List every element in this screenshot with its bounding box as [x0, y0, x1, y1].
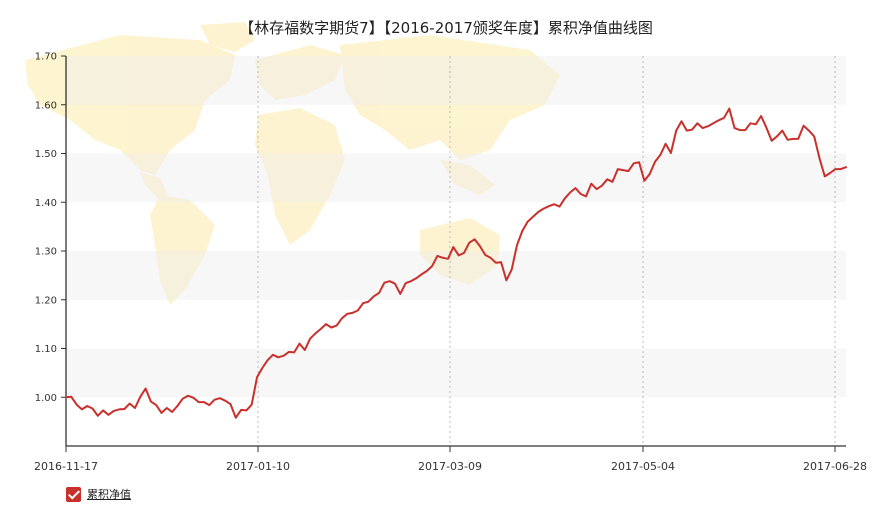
y-tick-label: 1.00 [35, 393, 57, 404]
grid-band [66, 397, 846, 446]
grid-bands [66, 56, 846, 446]
y-tick-label: 1.60 [35, 100, 57, 111]
grid-band [66, 251, 846, 300]
x-tick-label: 2017-05-04 [611, 460, 675, 473]
x-tick-label: 2017-01-10 [226, 460, 290, 473]
grid-band [66, 300, 846, 349]
x-tick-label: 2016-11-17 [34, 460, 98, 473]
vertical-grid [257, 56, 836, 446]
map-southeast-asia [440, 160, 495, 195]
y-tick-label: 1.20 [35, 295, 57, 306]
map-greenland [200, 22, 255, 52]
map-europe [255, 45, 345, 100]
map-central-america [140, 172, 170, 200]
legend-label[interactable]: 累积净值 [87, 488, 131, 501]
x-tick-label: 2017-03-09 [418, 460, 482, 473]
map-north-america [25, 35, 235, 175]
grid-band [66, 348, 846, 398]
x-tick-label: 2017-06-28 [803, 460, 867, 473]
y-tick-label: 1.30 [35, 247, 57, 258]
series-group [65, 107, 847, 419]
map-africa [255, 108, 345, 245]
map-south-america [150, 195, 215, 305]
series-line-累积净值 [65, 107, 847, 419]
grid-band [66, 56, 846, 105]
y-tick-label: 1.50 [35, 149, 57, 160]
grid-band [66, 153, 846, 203]
grid-band [66, 105, 846, 154]
y-axis-ticks: 1.00 1.10 1.20 1.30 1.40 1.50 1.60 1.70 [35, 52, 66, 404]
x-axis-ticks: 2016-11-17 2017-01-10 2017-03-09 2017-05-04… [34, 446, 867, 473]
map-australia [420, 218, 500, 285]
legend[interactable]: 累积净值 [66, 486, 131, 502]
y-tick-label: 1.70 [35, 52, 57, 63]
chart-title: 【林存福数字期货7】【2016-2017颁奖年度】累积净值曲线图 [239, 19, 653, 37]
y-tick-label: 1.40 [35, 198, 57, 209]
y-tick-label: 1.10 [35, 344, 57, 355]
checkbox-icon[interactable] [66, 486, 81, 502]
grid-band [66, 202, 846, 251]
